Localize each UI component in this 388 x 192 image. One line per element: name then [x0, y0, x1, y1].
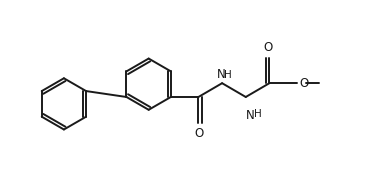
- Text: H: H: [224, 70, 232, 80]
- Text: N: N: [217, 68, 226, 81]
- Text: O: O: [264, 41, 273, 54]
- Text: H: H: [254, 109, 262, 119]
- Text: O: O: [299, 77, 308, 90]
- Text: N: N: [246, 109, 255, 122]
- Text: O: O: [195, 127, 204, 140]
